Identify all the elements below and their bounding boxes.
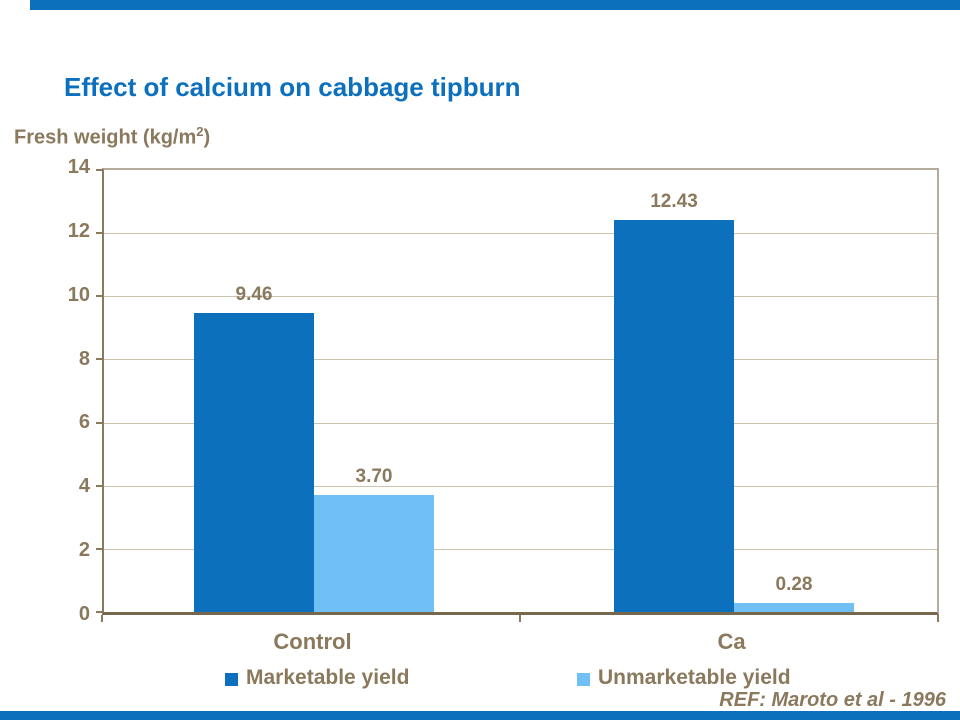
legend-label-unmarketable: Unmarketable yield [598, 666, 791, 689]
gridline-2 [104, 548, 937, 550]
legend-swatch-unmarketable-icon [577, 672, 590, 686]
reference-citation: REF: Maroto et al - 1996 [719, 689, 946, 711]
y-axis-tick-labels: 14 12 10 8 6 4 2 0 [0, 156, 90, 625]
y-axis-title-superscript: 2 [196, 124, 204, 139]
category-label-ca: Ca [717, 629, 746, 654]
y-axis-tick-0 [96, 611, 102, 613]
ytick-2: 2 [78, 539, 90, 562]
y-axis-tick-8 [96, 358, 102, 361]
top-accent-bar [30, 0, 960, 10]
ytick-4: 4 [78, 475, 90, 498]
gridline-6 [104, 422, 937, 424]
legend-swatch-marketable-icon [225, 672, 238, 686]
ytick-0: 0 [78, 603, 90, 626]
y-axis-title-close-paren: ) [203, 126, 211, 149]
legend-item-unmarketable: Unmarketable yield [577, 666, 791, 690]
ytick-12: 12 [67, 219, 90, 242]
ytick-14: 14 [67, 156, 90, 179]
gridline-8 [104, 359, 937, 361]
legend-item-marketable: Marketable yield [225, 666, 409, 690]
gridline-4 [104, 485, 937, 487]
legend-label-marketable: Marketable yield [246, 666, 410, 689]
value-label-marketable-ca: 12.43 [650, 190, 698, 212]
page-title: Effect of calcium on cabbage tipburn [64, 72, 521, 102]
x-axis-tick-right [937, 615, 939, 622]
y-axis-tick-14 [96, 169, 102, 171]
value-label-unmarketable-ca: 0.28 [775, 574, 813, 596]
y-axis-title-text: Fresh weight (kg/m [14, 126, 197, 149]
plot-area: 9.46 3.70 12.43 0.28 [96, 168, 939, 615]
x-axis-tick-middle [519, 615, 521, 622]
ytick-6: 6 [78, 411, 90, 434]
y-axis-tick-10 [96, 295, 102, 298]
bar-marketable-control [194, 313, 314, 612]
gridline-12 [104, 233, 937, 235]
y-axis-tick-2 [96, 547, 102, 550]
bar-marketable-ca [614, 219, 734, 612]
ytick-10: 10 [67, 283, 90, 306]
bar-unmarketable-ca [734, 603, 854, 612]
gridline-10 [104, 296, 937, 298]
y-axis-tick-6 [96, 421, 102, 424]
x-axis-tick-left [101, 615, 103, 622]
y-axis-tick-4 [96, 484, 102, 487]
value-label-unmarketable-control: 3.70 [355, 466, 393, 488]
bottom-accent-bar [0, 711, 960, 720]
ytick-8: 8 [78, 347, 90, 370]
y-axis-tick-12 [96, 232, 102, 235]
category-label-control: Control [273, 629, 352, 654]
bar-unmarketable-control [314, 495, 434, 612]
value-label-marketable-control: 9.46 [235, 284, 273, 306]
y-axis-title: Fresh weight (kg/m2) [14, 124, 210, 150]
